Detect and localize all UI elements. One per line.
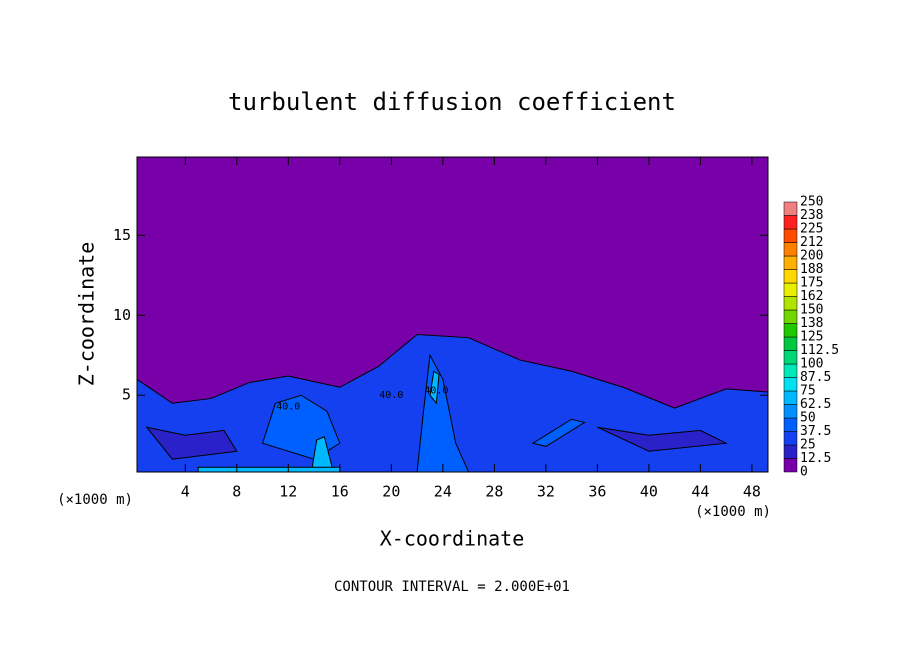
colorbar-swatch: [783, 350, 798, 365]
x-tick-label: 24: [434, 483, 452, 501]
colorbar-label: 0: [800, 465, 808, 480]
colorbar-swatch: [783, 201, 798, 216]
colorbar-swatch: [783, 417, 798, 432]
colorbar-swatch: [783, 444, 798, 459]
x-tick-label: 48: [743, 483, 761, 501]
colorbar-label: 87.5: [800, 370, 831, 385]
contour-region: [531, 418, 586, 447]
colorbar-label: 25: [800, 438, 816, 453]
contour-region: [597, 426, 728, 452]
colorbar-swatch: [783, 377, 798, 392]
chart-title: turbulent diffusion coefficient: [228, 88, 676, 116]
x-tick-label: 36: [588, 483, 606, 501]
colorbar-swatch: [783, 458, 798, 473]
contour-label: 40.0: [424, 385, 448, 396]
contour-region: [197, 466, 341, 473]
colorbar-swatch: [783, 269, 798, 284]
x-axis-label: X-coordinate: [380, 527, 525, 551]
colorbar-label: 112.5: [800, 343, 839, 358]
colorbar-label: 212: [800, 235, 823, 250]
colorbar-swatch: [783, 431, 798, 446]
footer-note: CONTOUR INTERVAL = 2.000E+01: [334, 579, 570, 595]
colorbar-label: 125: [800, 330, 823, 345]
colorbar-label: 188: [800, 262, 823, 277]
colorbar-label: 175: [800, 276, 823, 291]
colorbar-label: 138: [800, 316, 823, 331]
x-tick-label: 28: [485, 483, 503, 501]
contour-region: [145, 426, 238, 460]
plot-frame: [136, 156, 769, 473]
colorbar-label: 12.5: [800, 451, 831, 466]
colorbar-swatch: [783, 215, 798, 230]
y-axis-label: Z-coordinate: [75, 242, 99, 387]
colorbar-label: 238: [800, 208, 823, 223]
colorbar-label: 162: [800, 289, 823, 304]
colorbar-label: 50: [800, 411, 816, 426]
colorbar-label: 75: [800, 384, 816, 399]
y-tick-label: 5: [122, 386, 131, 404]
x-tick-label: 40: [640, 483, 658, 501]
colorbar-swatch: [783, 296, 798, 311]
x-tick-label: 4: [181, 483, 190, 501]
colorbar-swatch: [783, 309, 798, 324]
colorbar-label: 100: [800, 357, 823, 372]
x-tick-label: 12: [279, 483, 297, 501]
colorbar-swatch: [783, 404, 798, 419]
colorbar-label: 250: [800, 195, 823, 210]
x-tick-label: 8: [232, 483, 241, 501]
x-unit-label: (×1000 m): [695, 504, 771, 520]
x-tick-label: 16: [331, 483, 349, 501]
colorbar-swatch: [783, 363, 798, 378]
colorbar-label: 200: [800, 249, 823, 264]
x-tick-label: 20: [382, 483, 400, 501]
colorbar-label: 37.5: [800, 424, 831, 439]
x-tick-label: 32: [537, 483, 555, 501]
y-tick-label: 15: [113, 226, 131, 244]
colorbar-swatch: [783, 282, 798, 297]
contour-label: 40.0: [276, 401, 300, 412]
colorbar-swatch: [783, 336, 798, 351]
x-unit-label: (×1000 m): [57, 492, 133, 508]
colorbar-swatch: [783, 323, 798, 338]
colorbar-swatch: [783, 242, 798, 257]
colorbar-swatch: [783, 390, 798, 405]
y-tick-label: 10: [113, 306, 131, 324]
x-tick-label: 44: [691, 483, 709, 501]
contour-region: [429, 370, 440, 405]
colorbar-label: 150: [800, 303, 823, 318]
colorbar-swatch: [783, 255, 798, 270]
colorbar-label: 225: [800, 222, 823, 237]
contour-label: 40.0: [379, 390, 403, 401]
colorbar-label: 62.5: [800, 397, 831, 412]
colorbar-swatch: [783, 228, 798, 243]
